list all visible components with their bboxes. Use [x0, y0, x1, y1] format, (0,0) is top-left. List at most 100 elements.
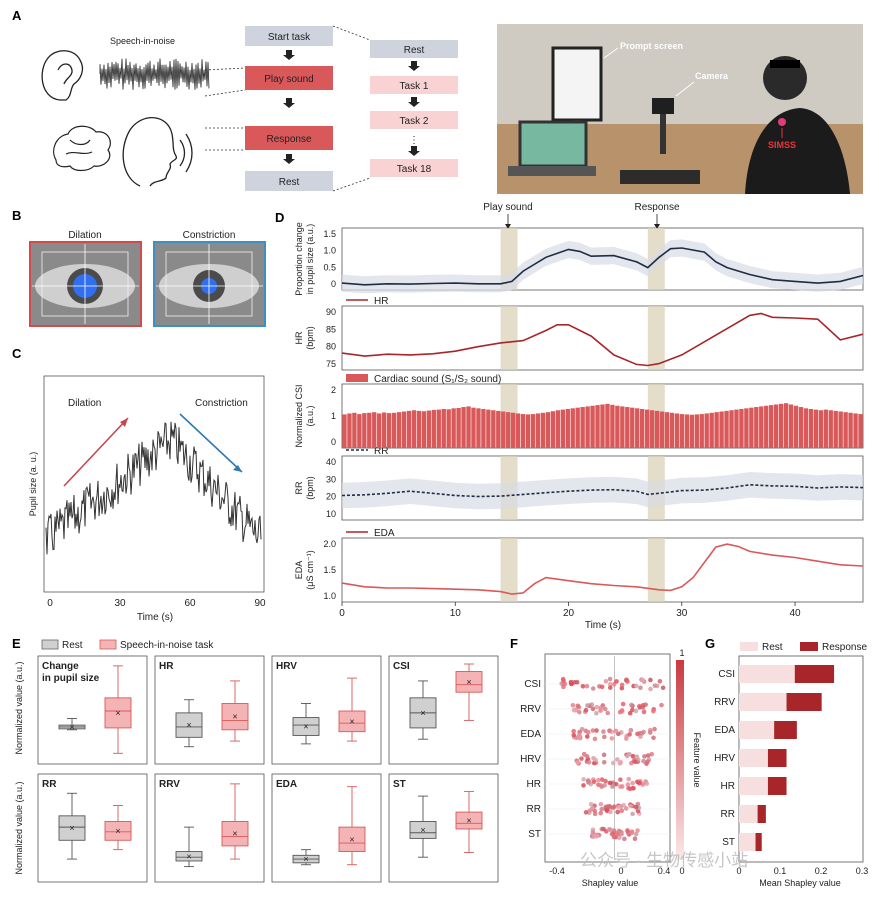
- e-ylabel-bottom: Normalized value (a.u.): [14, 781, 24, 874]
- d-csi-bar: [595, 405, 600, 448]
- camera-label: Camera: [695, 71, 729, 81]
- d-csi-bar: [441, 408, 446, 448]
- d-eda-line: [341, 543, 864, 595]
- f-colorbar-label: Feature value: [692, 732, 702, 787]
- f-point: [596, 777, 601, 783]
- task-flow: Start task Play sound Response Rest: [204, 25, 371, 192]
- g-category-label: ST: [722, 837, 735, 848]
- f-point: [644, 781, 650, 786]
- d-csi-bar: [729, 410, 734, 448]
- d-ytick: 2.0: [323, 539, 336, 549]
- f-point: [619, 808, 625, 814]
- f-category-label: HRV: [520, 754, 541, 765]
- f-point: [652, 726, 657, 732]
- e-subplot-title: HRV: [276, 661, 297, 672]
- seq-task2: [370, 111, 458, 129]
- g-category-label: RRV: [714, 697, 735, 708]
- f-point: [590, 728, 596, 733]
- f-point: [643, 702, 648, 707]
- f-xtick: 0.4: [658, 866, 671, 876]
- d-ytick: 0.5: [323, 262, 336, 272]
- d-csi-bar: [411, 410, 417, 448]
- d-event-band: [500, 306, 518, 370]
- f-point: [584, 703, 590, 708]
- d-csi-bar: [520, 414, 526, 448]
- f-point: [648, 686, 653, 692]
- f-xlabel: Shapley value: [582, 878, 639, 888]
- g-bar-rest: [739, 777, 768, 795]
- f-point: [636, 780, 642, 786]
- f-category-label: RRV: [520, 704, 541, 715]
- d-csi-bar: [659, 411, 665, 448]
- g-category-label: RR: [721, 809, 735, 820]
- e-box: [175, 712, 203, 738]
- f-point: [575, 703, 581, 709]
- e-box: [455, 811, 483, 830]
- e-mean-marker: ×: [232, 712, 237, 722]
- d-csi-bar: [491, 410, 496, 448]
- g-legend-rest: Rest: [762, 642, 783, 653]
- d-ylabel: Proportion change: [294, 222, 304, 296]
- d-ytick: 90: [326, 307, 336, 317]
- e-subplot-frame: [154, 655, 265, 765]
- d-csi-bar: [704, 413, 709, 448]
- b-dilation-label: Dilation: [68, 230, 101, 241]
- d-legend-label: Cardiac sound (S₁/S₂ sound): [374, 374, 501, 385]
- d-csi-bar: [352, 412, 357, 448]
- d-csi-bar: [833, 410, 838, 448]
- simss-label: SIMSS: [768, 140, 796, 150]
- d-ytick: 1.0: [323, 591, 336, 601]
- d-csi-bar: [640, 408, 645, 448]
- waveform-path: [99, 58, 210, 90]
- e-box: [338, 710, 366, 733]
- prompt-screen-label: Prompt screen: [620, 41, 683, 51]
- d-ytick: 1.5: [323, 229, 336, 239]
- f-point: [627, 786, 633, 792]
- f-point: [592, 736, 598, 742]
- f-point: [633, 831, 639, 837]
- d-csi-bar: [828, 410, 833, 448]
- f-point: [620, 701, 626, 707]
- c-constriction-arrow: [179, 413, 243, 473]
- seq-task18-label: Task 18: [397, 164, 432, 175]
- d-csi-bar: [654, 410, 660, 448]
- d-csi-bar: [848, 412, 853, 448]
- e-mean-marker: ×: [186, 851, 191, 861]
- d-csi-bar: [565, 408, 570, 448]
- eye-image-dilation: [29, 241, 142, 327]
- e-legend-rest: Rest: [62, 640, 83, 651]
- g-bar-response: [757, 805, 766, 823]
- f-point: [614, 757, 620, 762]
- f-point: [585, 730, 591, 735]
- f-point: [628, 803, 633, 809]
- d-csi-bar: [550, 411, 556, 448]
- d-csi-bar: [396, 412, 402, 448]
- d-ytick: 2: [331, 385, 336, 395]
- d-ytick: 0: [331, 279, 336, 289]
- f-point: [609, 736, 615, 741]
- g-bar-response: [794, 665, 835, 683]
- b-constriction-label: Constriction: [183, 230, 236, 241]
- f-point: [618, 777, 623, 782]
- f-point: [599, 806, 605, 812]
- f-point: [570, 702, 576, 708]
- d-ylabel: (bpm): [305, 476, 315, 500]
- f-point: [598, 810, 604, 816]
- d-pupil-line: [341, 247, 864, 286]
- d-xlabel: Time (s): [585, 620, 621, 631]
- f-point: [586, 780, 591, 785]
- f-point: [590, 686, 596, 691]
- f-point: [632, 836, 638, 842]
- e-subplot-frame: [37, 655, 148, 765]
- seq-rest: [370, 40, 458, 58]
- f-point: [623, 677, 629, 683]
- f-point: [594, 833, 599, 839]
- d-csi-bar: [461, 407, 466, 448]
- d-csi-bar: [798, 407, 804, 448]
- f-point: [649, 751, 655, 757]
- g-bar-response: [755, 833, 762, 851]
- d-xtick: 10: [450, 608, 462, 619]
- d-ytick: 10: [326, 509, 336, 519]
- f-point: [622, 836, 627, 842]
- seq-task1-label: Task 1: [400, 81, 429, 92]
